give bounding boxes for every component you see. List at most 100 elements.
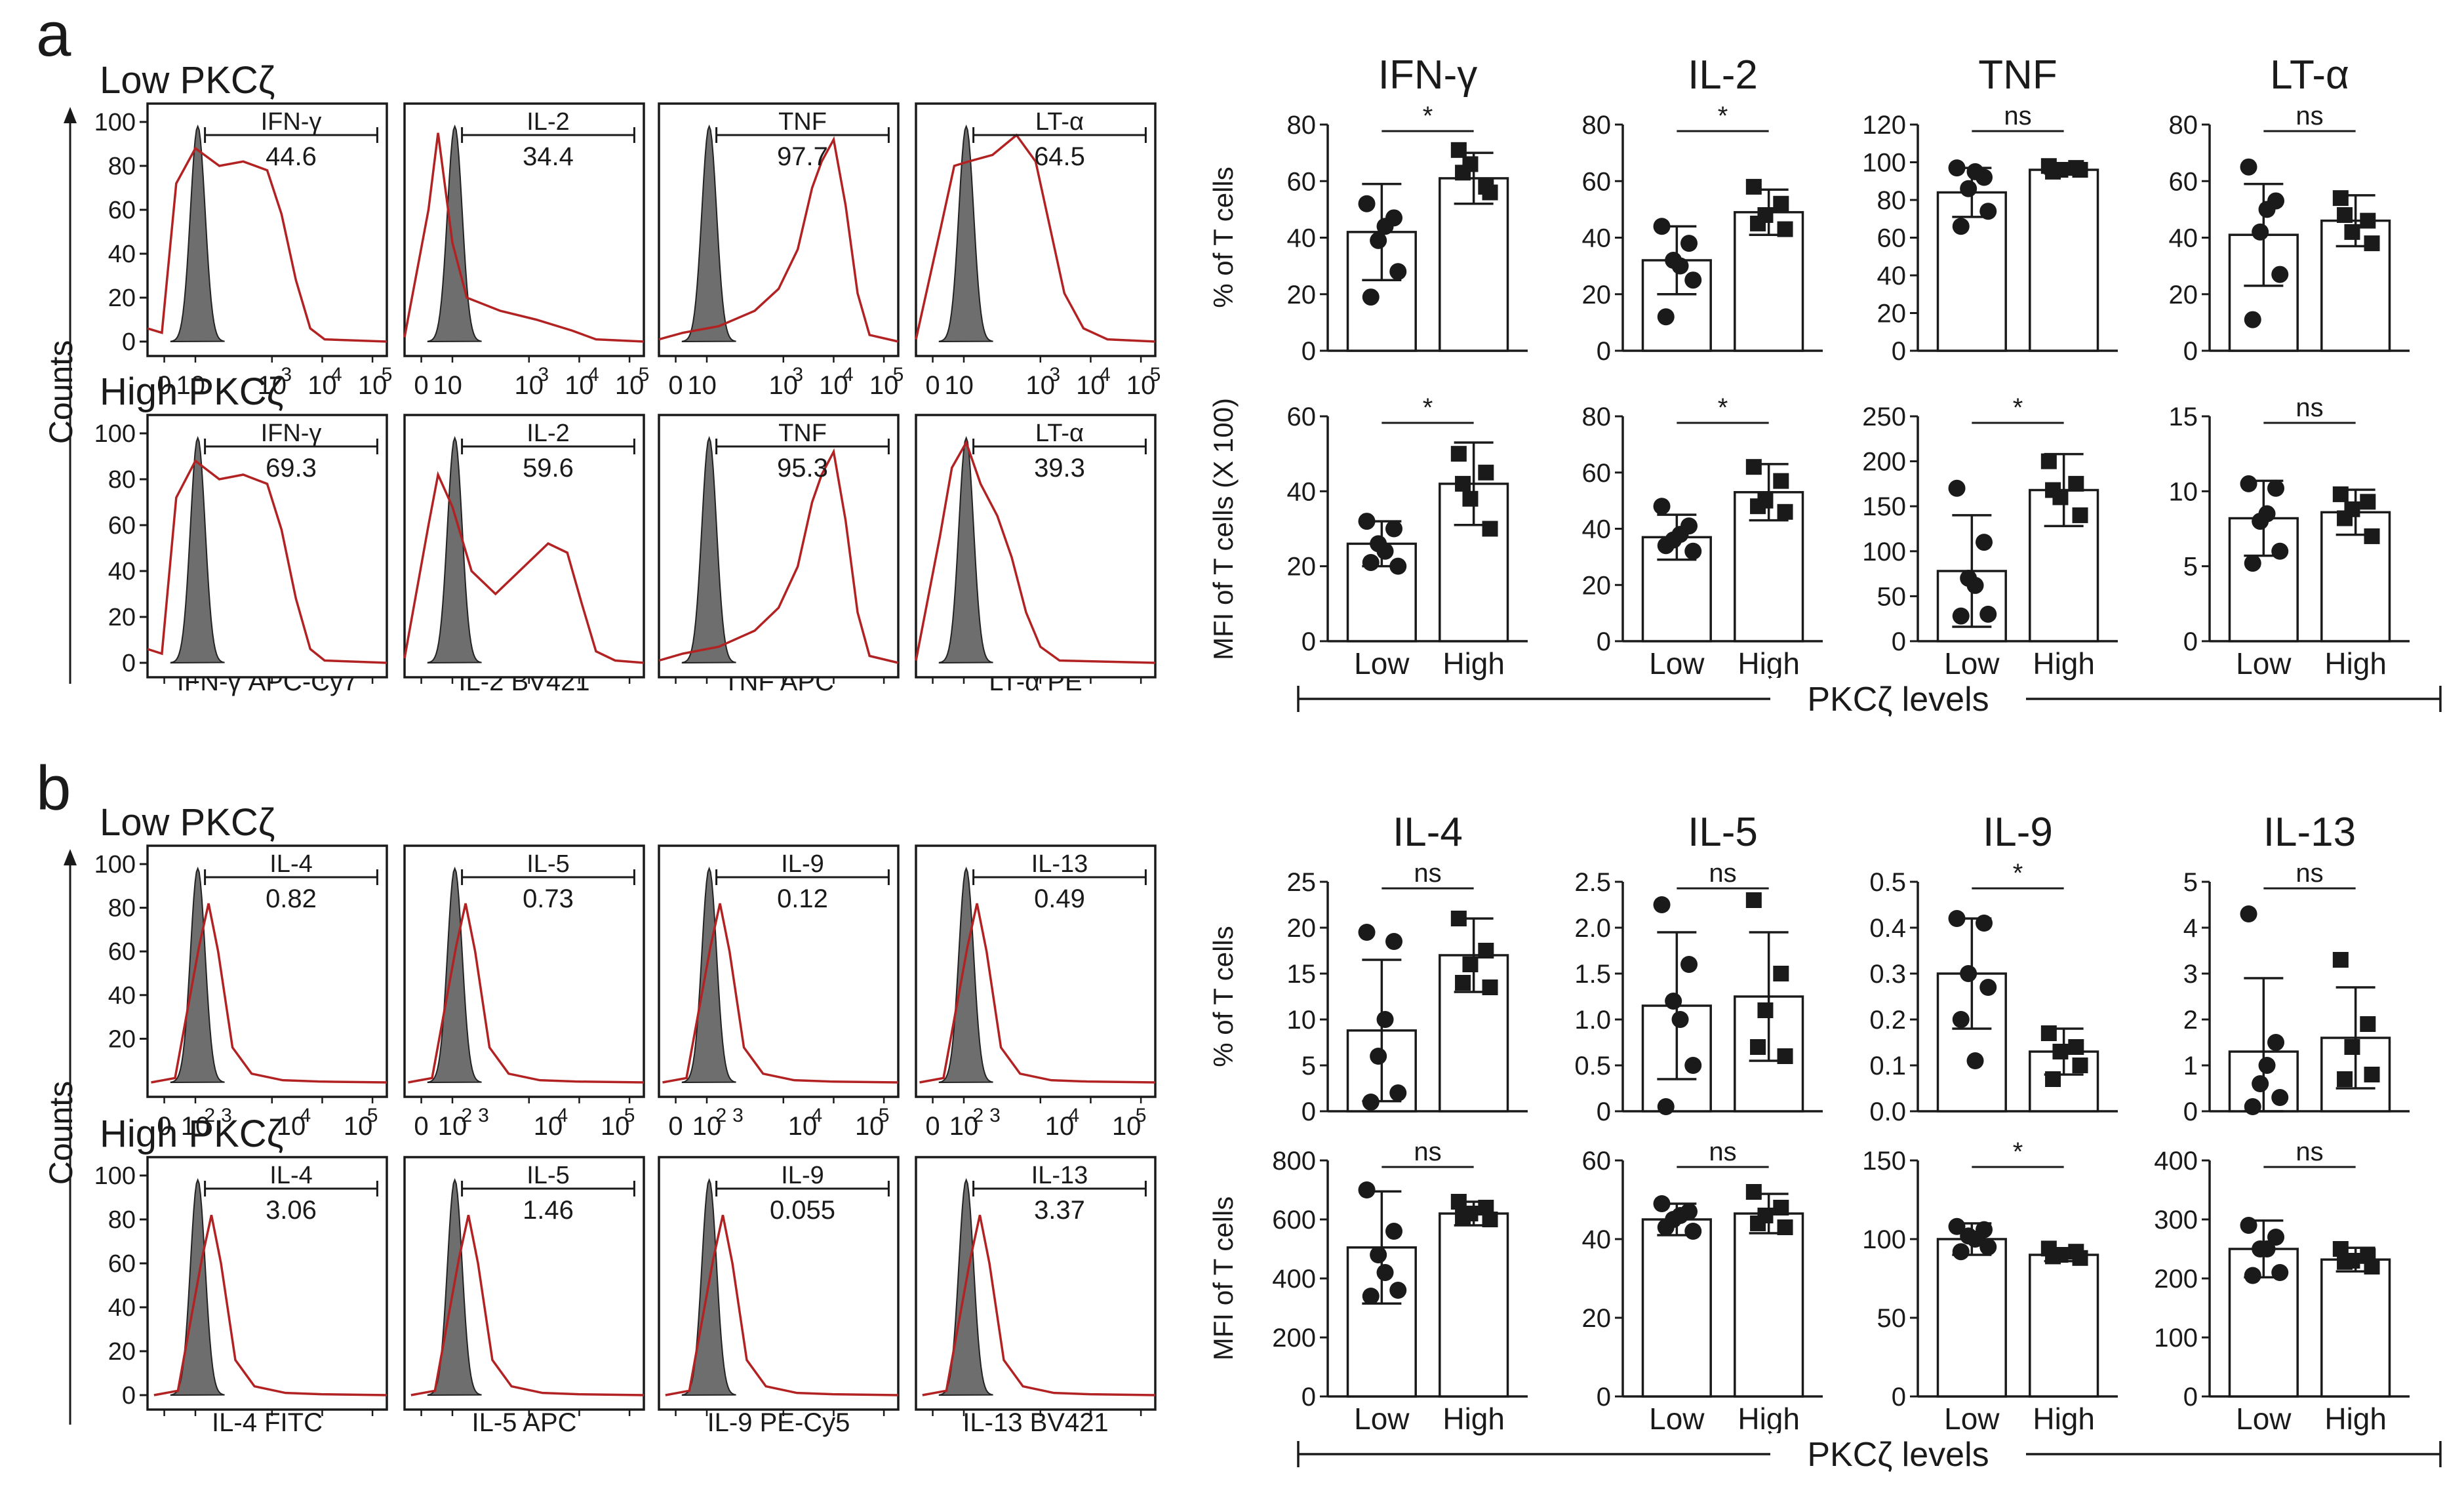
high-data-point xyxy=(1482,979,1498,995)
bar-panel: TNF 0 20 40 60 80 100 120 ns xyxy=(1862,52,2118,366)
low-data-point xyxy=(1653,218,1671,235)
high-data-point xyxy=(1773,966,1789,981)
high-histogram-line xyxy=(922,1214,1156,1396)
y-tick-label: 600 xyxy=(1272,1206,1316,1235)
x-tick-exponent: 5 xyxy=(879,1105,890,1126)
x-tick-exponent: 3 xyxy=(538,364,549,385)
category-label: Low xyxy=(1944,646,2000,681)
histogram-panel: IL-9 0.055 xyxy=(658,1156,900,1416)
y-tick-label: 200 xyxy=(2154,1265,2198,1294)
x-axis-label: IL-9 PE-Cy5 xyxy=(707,1408,850,1437)
high-data-point xyxy=(1455,1208,1471,1225)
gate-percent-value: 97.7 xyxy=(777,142,828,171)
x-tick-exponent: 4 xyxy=(557,1105,568,1126)
low-data-point xyxy=(1376,1011,1394,1028)
high-data-point xyxy=(2045,1071,2061,1087)
category-label: Low xyxy=(2236,1402,2292,1436)
high-data-point xyxy=(2332,190,2349,207)
y-tick-label: 2.5 xyxy=(1574,868,1611,897)
y-axis-label: MFI of T cells xyxy=(1208,1196,1239,1361)
gate-marker-label: TNF xyxy=(778,108,827,136)
low-data-point xyxy=(1979,605,1997,623)
y-tick-label: 2 xyxy=(2183,1006,2198,1035)
significance-label: ns xyxy=(2295,859,2323,888)
low-data-point xyxy=(1960,965,1977,982)
x-tick-label: 10 xyxy=(1076,371,1105,400)
y-tick-label: 80 xyxy=(108,466,136,494)
y-tick-label: 5 xyxy=(1302,1052,1316,1080)
significance-label: * xyxy=(2013,393,2023,422)
high-data-point xyxy=(2045,1248,2061,1265)
high-data-point xyxy=(1478,943,1494,959)
y-axis-label: % of T cells xyxy=(1208,926,1239,1067)
bar-panel: 0 50 100 150 * Low High xyxy=(1862,1137,2118,1436)
gate-percent-value: 3.06 xyxy=(266,1196,317,1225)
low-data-point xyxy=(2267,1034,2285,1051)
group-axis-label-bg xyxy=(1770,1433,2026,1475)
category-label: Low xyxy=(2236,646,2292,681)
gate-marker-label: LT-α xyxy=(1035,108,1084,136)
significance-label: * xyxy=(2013,859,2023,888)
significance-label: ns xyxy=(1414,859,1441,888)
y-tick-label: 1 xyxy=(2183,1052,2198,1080)
high-data-point xyxy=(2332,486,2349,502)
y-tick-label: 20 xyxy=(1287,553,1317,582)
high-data-point xyxy=(1777,504,1793,520)
low-data-point xyxy=(1657,1219,1675,1236)
low-data-point xyxy=(2252,223,2269,241)
high-data-point xyxy=(2364,528,2380,544)
y-tick-label: 0 xyxy=(2183,1097,2198,1126)
y-tick-label: 0.4 xyxy=(1869,914,1906,943)
low-data-point xyxy=(1671,257,1689,275)
low-bar xyxy=(1936,191,2007,352)
low-histogram-fill xyxy=(170,866,225,1084)
high-data-point xyxy=(2364,235,2380,252)
x-tick-label: 10 xyxy=(769,371,799,400)
gate-marker-label: IFN-γ xyxy=(261,420,322,447)
y-tick-label: 80 xyxy=(108,895,136,922)
low-data-point xyxy=(1389,263,1407,281)
low-data-point xyxy=(1665,993,1682,1010)
y-tick-label: 0 xyxy=(1892,337,1906,366)
significance-label: * xyxy=(1718,393,1728,422)
y-tick-label: 10 xyxy=(2169,477,2198,506)
x-tick-label: 10 xyxy=(819,371,848,400)
y-tick-label: 0 xyxy=(1302,627,1316,656)
low-data-point xyxy=(1948,159,1966,177)
y-tick-label: 20 xyxy=(1287,914,1317,943)
y-tick-label: 100 xyxy=(94,851,136,879)
low-data-point xyxy=(1653,1195,1671,1212)
high-data-point xyxy=(1773,195,1789,212)
bar-panel: IL-13 0 1 2 3 4 5 ns xyxy=(2183,810,2410,1126)
gate-percent-value: 39.3 xyxy=(1034,454,1085,483)
low-data-point xyxy=(1389,557,1407,575)
x-tick-exponent: 2 xyxy=(716,1105,727,1126)
y-tick-label: 2.0 xyxy=(1574,914,1611,943)
y-tick-label: 20 xyxy=(1877,300,1907,328)
x-tick-exponent: 3 xyxy=(221,1105,232,1126)
y-tick-label: 20 xyxy=(108,604,136,631)
x-tick-label: 10 xyxy=(565,371,594,400)
gate-percent-value: 3.37 xyxy=(1034,1196,1085,1225)
low-data-point xyxy=(1684,542,1702,560)
high-data-point xyxy=(2360,212,2376,229)
y-tick-label: 400 xyxy=(1272,1265,1316,1294)
x-tick-exponent: 3 xyxy=(989,1105,1001,1126)
x-tick-label: 10 xyxy=(258,371,287,400)
low-data-point xyxy=(2240,158,2257,176)
category-label: High xyxy=(2324,1402,2387,1436)
high-histogram-line xyxy=(147,459,387,664)
high-data-point xyxy=(1462,490,1479,507)
low-data-point xyxy=(1979,1238,1997,1255)
low-histogram-fill xyxy=(938,436,993,664)
y-tick-label: 25 xyxy=(1287,868,1317,897)
high-data-point xyxy=(2337,207,2353,223)
gate-percent-value: 64.5 xyxy=(1034,142,1085,171)
high-data-point xyxy=(1777,1048,1793,1064)
y-tick-label: 15 xyxy=(1287,960,1317,989)
high-data-point xyxy=(2337,1071,2353,1087)
